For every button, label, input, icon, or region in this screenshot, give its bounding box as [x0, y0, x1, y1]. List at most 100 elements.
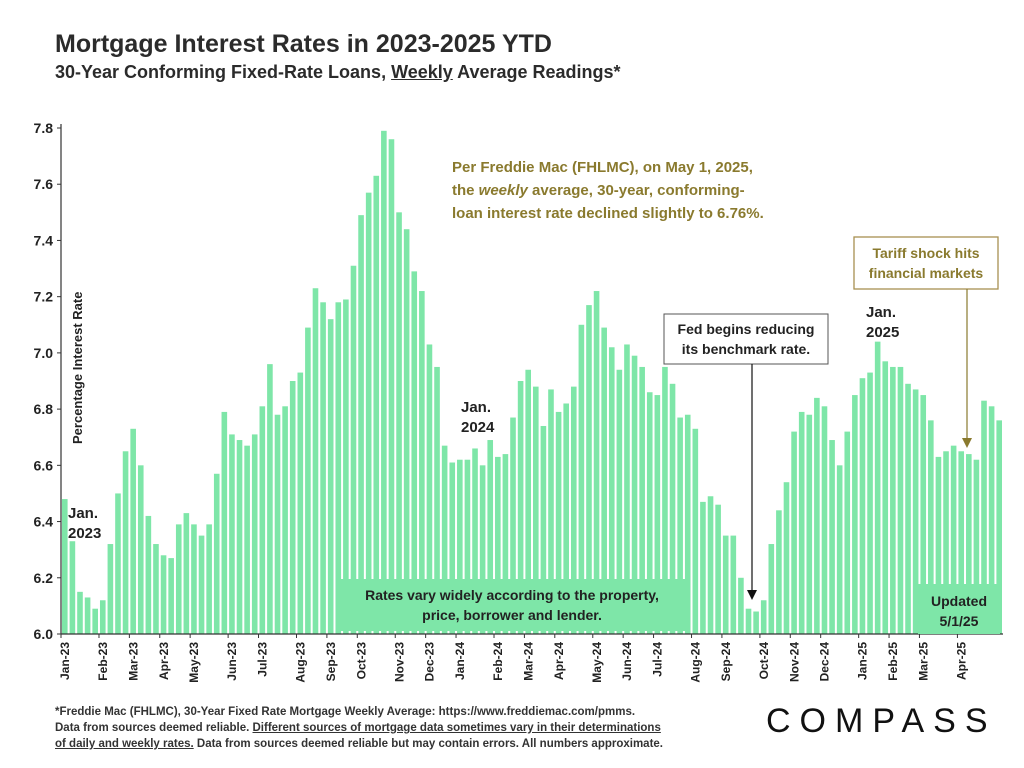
y-axis-label: Percentage Interest Rate	[70, 292, 85, 444]
bar	[115, 493, 121, 634]
bar	[677, 417, 683, 634]
bar	[130, 428, 136, 634]
x-tick-label: Mar-25	[916, 642, 930, 681]
x-tick-label: May-24	[590, 642, 604, 683]
annotation-jan-2024: Jan. 2024	[461, 399, 495, 436]
footer-line-3a: of daily and weekly rates.	[55, 738, 194, 750]
bar	[890, 366, 896, 634]
bar	[411, 271, 418, 634]
bar	[434, 366, 440, 634]
bars-group	[62, 130, 1002, 635]
y-tick-label: 7.4	[34, 232, 54, 248]
bar	[852, 395, 858, 634]
x-tick-label: Apr-24	[552, 642, 566, 680]
bar	[601, 327, 607, 634]
bar	[388, 139, 395, 635]
bar	[274, 414, 281, 634]
x-tick-label: Apr-23	[157, 642, 171, 680]
bar	[221, 411, 228, 634]
x-tick-label: May-23	[187, 642, 201, 683]
bar	[859, 378, 866, 634]
bar	[449, 462, 456, 634]
bar	[191, 524, 197, 634]
bar	[381, 130, 387, 634]
y-tick-label: 7.6	[34, 176, 54, 192]
bar	[373, 175, 380, 635]
y-tick-label: 7.0	[34, 345, 54, 361]
x-tick-label: Oct-23	[354, 642, 368, 680]
bar	[753, 611, 759, 634]
bar	[882, 361, 889, 634]
bar	[874, 341, 881, 634]
bar	[153, 544, 159, 634]
y-tick-label: 6.2	[34, 570, 54, 586]
bar	[996, 420, 1002, 634]
y-tick-label: 6.6	[34, 457, 54, 473]
annotation-tariff: Tariff shock hits financial markets	[869, 245, 984, 281]
bar	[107, 544, 114, 634]
bar	[821, 406, 828, 634]
bar	[783, 482, 790, 634]
bar	[229, 434, 235, 634]
bar	[616, 369, 623, 634]
fed-box	[663, 313, 829, 365]
bar	[836, 465, 843, 634]
bar	[570, 386, 577, 634]
bar	[251, 434, 258, 634]
bar	[244, 445, 250, 634]
bar	[943, 451, 949, 634]
bar	[548, 389, 554, 634]
tariff-box	[853, 236, 999, 290]
bar	[988, 406, 995, 634]
annotation-jan-2025: Jan. 2025	[866, 304, 899, 341]
x-tick-label: Jul-24	[651, 642, 665, 677]
bar	[791, 431, 797, 634]
x-tick-label: Jan-25	[856, 642, 870, 680]
bar	[289, 381, 296, 634]
bar	[738, 577, 744, 634]
bar	[487, 440, 494, 634]
bar	[920, 395, 927, 634]
bar	[745, 608, 752, 634]
bar	[122, 451, 129, 634]
y-tick-label: 6.8	[34, 401, 54, 417]
bar	[707, 496, 714, 634]
x-tick-label: Jan-24	[453, 642, 467, 680]
bar	[700, 501, 706, 634]
bar	[776, 510, 782, 634]
bar	[555, 411, 562, 634]
x-tick-label: Oct-24	[757, 642, 771, 680]
bar	[350, 265, 357, 634]
subtitle-underlined: Weekly	[391, 62, 453, 82]
annotation-rates-vary: Rates vary widely according to the prope…	[365, 587, 659, 623]
annotation-updated: Updated 5/1/25	[931, 593, 987, 629]
bar	[495, 456, 501, 634]
updated-box	[918, 584, 1000, 634]
bar	[99, 600, 106, 634]
bar	[897, 366, 904, 634]
bar	[928, 420, 934, 634]
bar	[472, 448, 478, 634]
footer-line-3b: Data from sources deemed reliable but ma…	[193, 738, 664, 750]
bar	[798, 411, 805, 634]
x-tick-label: Jul-23	[256, 642, 270, 677]
footer-note: *Freddie Mac (FHLMC), 30-Year Fixed Rate…	[55, 704, 755, 752]
bar	[646, 392, 653, 634]
bar	[631, 355, 638, 634]
x-tick-label: Nov-24	[787, 642, 801, 682]
bar	[464, 459, 471, 634]
x-tick-label: Mar-24	[521, 642, 535, 681]
bar	[950, 445, 957, 634]
bar	[517, 381, 524, 634]
y-tick-label: 7.8	[34, 120, 54, 136]
annotation-jan-2023: Jan. 2023	[68, 505, 101, 542]
bar	[259, 406, 266, 634]
annotation-freddie-mac: Per Freddie Mac (FHLMC), on May 1, 2025,…	[452, 159, 764, 222]
bar	[267, 364, 273, 634]
bar	[236, 440, 243, 634]
bar	[198, 535, 205, 634]
footer-line-2a: Data from sources deemed reliable.	[55, 722, 253, 734]
bar	[145, 515, 152, 634]
bar	[981, 400, 987, 634]
bar	[563, 403, 569, 634]
